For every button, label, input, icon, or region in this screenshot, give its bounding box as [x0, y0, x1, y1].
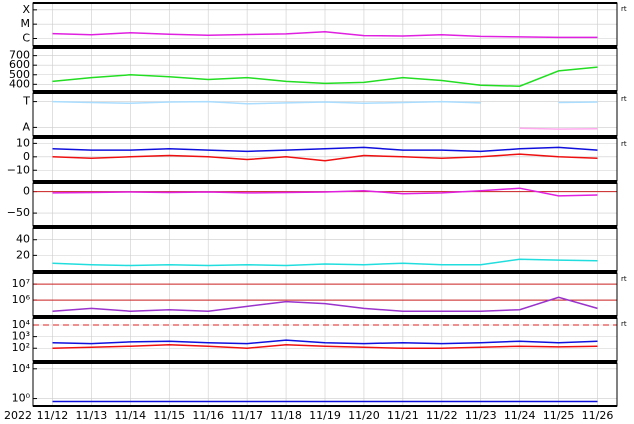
- y-tick-label: −10: [7, 163, 30, 176]
- x-tick-label: 11/20: [348, 409, 380, 422]
- y-tick-label: 0: [23, 185, 30, 198]
- data-line: [52, 343, 598, 349]
- x-axis-label: 2022: [4, 409, 32, 422]
- right-label: rt: [621, 320, 627, 328]
- x-tick-label: 11/21: [387, 409, 419, 422]
- y-tick-label: 10²: [12, 341, 30, 354]
- y-tick-label: 10⁰: [12, 392, 31, 405]
- x-tick-label: 11/22: [426, 409, 458, 422]
- y-tick-label: 10³: [12, 330, 30, 343]
- x-tick-label: 11/26: [582, 409, 614, 422]
- y-tick-label: 10: [16, 136, 30, 149]
- y-tick-label: M: [21, 17, 31, 30]
- x-tick-label: 11/18: [270, 409, 302, 422]
- y-tick-label: A: [22, 120, 30, 133]
- x-tick-label: 11/14: [114, 409, 146, 422]
- data-line: [519, 127, 598, 130]
- x-tick-label: 11/13: [76, 409, 108, 422]
- x-tick-label: 11/25: [543, 409, 575, 422]
- data-line: [52, 296, 598, 312]
- data-line: [52, 153, 598, 162]
- y-tick-label: X: [22, 3, 30, 16]
- data-line: [52, 146, 598, 153]
- right-label: rt: [621, 140, 627, 148]
- data-line: [52, 30, 598, 39]
- y-tick-label: 400: [9, 77, 30, 90]
- y-tick-label: 500: [9, 68, 30, 81]
- data-line: [52, 187, 598, 197]
- y-tick-label: 40: [16, 233, 30, 246]
- y-tick-label: 20: [16, 248, 30, 261]
- right-label: rt: [621, 95, 627, 103]
- x-tick-label: 11/15: [153, 409, 185, 422]
- y-tick-label: −50: [7, 206, 30, 219]
- y-tick-label: 10⁴: [12, 362, 31, 375]
- y-tick-label: 10⁷: [12, 277, 30, 290]
- data-line: [52, 100, 598, 105]
- y-tick-label: C: [22, 32, 30, 45]
- x-tick-label: 11/19: [309, 409, 341, 422]
- y-tick-label: 10⁴: [12, 318, 31, 331]
- right-label: rt: [621, 5, 627, 13]
- x-tick-label: 11/23: [465, 409, 497, 422]
- y-tick-label: T: [22, 95, 30, 108]
- x-tick-label: 11/16: [192, 409, 224, 422]
- right-label: rt: [621, 275, 627, 283]
- data-line: [52, 258, 598, 267]
- x-tick-label: 11/12: [37, 409, 69, 422]
- y-tick-label: 10⁶: [12, 293, 31, 306]
- y-tick-label: 600: [9, 58, 30, 71]
- x-tick-label: 11/17: [231, 409, 263, 422]
- data-line: [52, 339, 598, 345]
- x-tick-label: 11/24: [504, 409, 536, 422]
- y-tick-label: 0: [23, 150, 30, 163]
- data-line: [52, 66, 598, 87]
- y-tick-label: 700: [9, 49, 30, 62]
